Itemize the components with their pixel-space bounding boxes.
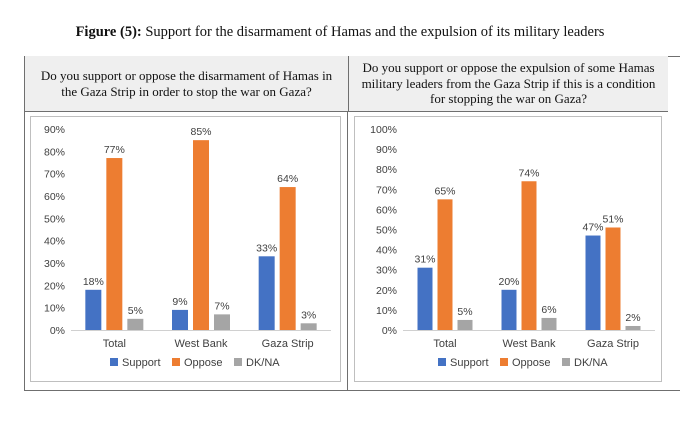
figure-caption: Support for the disarmament of Hamas and… xyxy=(141,24,605,40)
right-question-text: Do you support or oppose the expulsion o… xyxy=(361,60,656,107)
legend-label: Support xyxy=(450,357,489,369)
y-tick-label: 10% xyxy=(44,303,65,315)
data-label: 64% xyxy=(277,173,298,185)
left-question-header: Do you support or oppose the disarmament… xyxy=(24,56,348,112)
bar-support xyxy=(172,309,188,330)
disarmament-chart: 0% 10% 20% 30% 40% 50% 60% 70% 80% 90% 18% 77% 5% Tot… xyxy=(44,124,331,369)
bar-dkna xyxy=(457,319,473,330)
y-tick-label: 70% xyxy=(44,169,65,181)
data-label: 9% xyxy=(172,296,187,308)
y-tick-label: 60% xyxy=(44,191,65,203)
bar-oppose xyxy=(521,181,537,330)
y-tick-label: 80% xyxy=(44,146,65,158)
category-label: Gaza Strip xyxy=(262,338,314,350)
legend-swatch xyxy=(500,358,508,366)
data-label: 77% xyxy=(104,144,125,156)
data-label: 18% xyxy=(83,276,104,288)
data-label: 85% xyxy=(190,126,211,138)
category-label: West Bank xyxy=(175,338,228,350)
expulsion-chart: 0% 10% 20% 30% 40% 50% 60% 70% 80% 90% 100% 31% 65% 5… xyxy=(370,124,655,369)
legend-label: Oppose xyxy=(512,357,551,369)
legend-label: Support xyxy=(122,357,161,369)
legend-swatch xyxy=(172,358,180,366)
bar-support xyxy=(85,289,102,330)
legend-label: DK/NA xyxy=(574,357,608,369)
y-tick-label: 20% xyxy=(44,280,65,292)
data-label: 5% xyxy=(457,306,472,318)
figure-title: Figure (5): Support for the disarmament … xyxy=(0,24,680,41)
y-tick-label: 40% xyxy=(376,245,397,257)
left-question-text: Do you support or oppose the disarmament… xyxy=(40,68,333,99)
y-tick-label: 50% xyxy=(376,225,397,237)
bar-support xyxy=(417,267,433,330)
bar-oppose xyxy=(279,187,296,330)
y-tick-label: 40% xyxy=(44,236,65,248)
category-label: West Bank xyxy=(503,338,556,350)
data-label: 51% xyxy=(602,213,623,225)
bar-support xyxy=(585,235,601,330)
data-label: 31% xyxy=(414,254,435,266)
data-label: 2% xyxy=(625,312,640,324)
legend-swatch xyxy=(438,358,446,366)
bar-dkna xyxy=(541,317,557,330)
data-label: 65% xyxy=(434,185,455,197)
y-tick-label: 90% xyxy=(376,144,397,156)
column-divider xyxy=(347,56,348,391)
y-tick-label: 10% xyxy=(376,305,397,317)
legend-swatch xyxy=(562,358,570,366)
data-label: 74% xyxy=(518,167,539,179)
y-tick-label: 70% xyxy=(376,184,397,196)
bar-dkna xyxy=(214,314,230,330)
figure-number: Figure (5): xyxy=(75,24,142,40)
bar-oppose xyxy=(106,158,123,330)
chart-box-right: 0% 10% 20% 30% 40% 50% 60% 70% 80% 90% 100% 31% 65% 5… xyxy=(354,116,662,382)
y-tick-label: 20% xyxy=(376,285,397,297)
data-label: 20% xyxy=(498,276,519,288)
y-tick-label: 0% xyxy=(50,325,65,337)
legend-label: Oppose xyxy=(184,357,223,369)
y-tick-label: 0% xyxy=(382,325,397,337)
data-label: 47% xyxy=(582,222,603,234)
y-tick-label: 90% xyxy=(44,124,65,136)
right-question-header: Do you support or oppose the expulsion o… xyxy=(348,56,668,112)
y-tick-label: 50% xyxy=(44,213,65,225)
y-tick-label: 30% xyxy=(44,258,65,270)
y-tick-label: 60% xyxy=(376,204,397,216)
data-label: 6% xyxy=(541,304,556,316)
chart-box-left: 0% 10% 20% 30% 40% 50% 60% 70% 80% 90% 18% 77% 5% Tot… xyxy=(30,116,341,382)
data-label: 3% xyxy=(301,309,316,321)
data-label: 5% xyxy=(128,305,143,317)
bar-support xyxy=(501,289,517,330)
legend-swatch xyxy=(110,358,118,366)
category-label: Gaza Strip xyxy=(587,338,639,350)
legend-swatch xyxy=(234,358,242,366)
bar-dkna xyxy=(625,325,641,330)
bar-oppose xyxy=(193,140,209,330)
bar-oppose xyxy=(437,199,453,330)
y-tick-label: 30% xyxy=(376,265,397,277)
category-label: Total xyxy=(103,338,126,350)
bar-dkna xyxy=(300,323,317,330)
legend-label: DK/NA xyxy=(246,357,280,369)
data-label: 33% xyxy=(256,242,277,254)
data-label: 7% xyxy=(214,300,229,312)
bar-support xyxy=(258,256,275,330)
bar-oppose xyxy=(605,227,621,330)
y-tick-label: 80% xyxy=(376,164,397,176)
y-tick-label: 100% xyxy=(370,124,397,136)
bar-dkna xyxy=(127,318,144,330)
category-label: Total xyxy=(433,338,456,350)
